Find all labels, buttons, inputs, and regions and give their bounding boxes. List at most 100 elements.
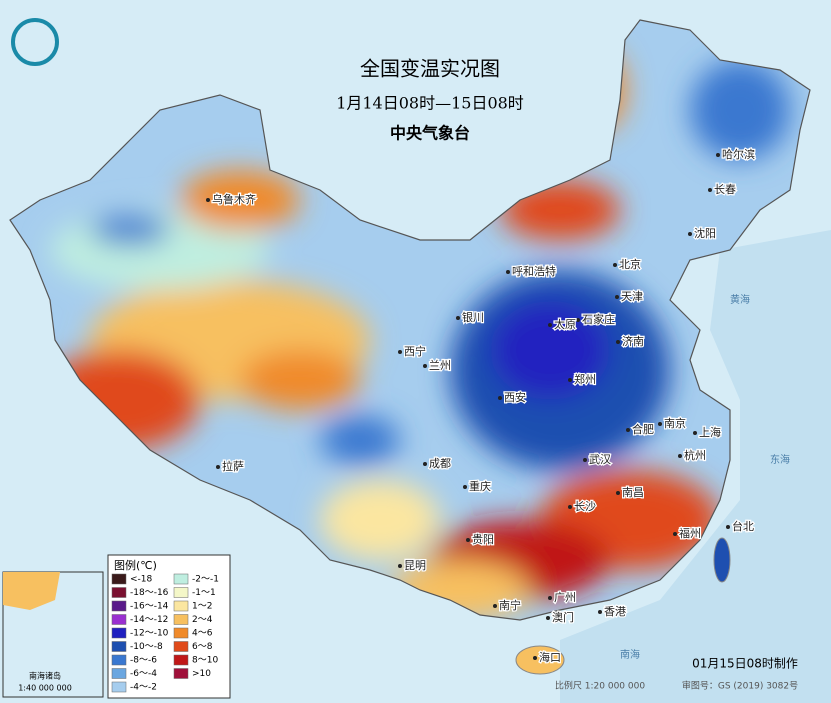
legend-swatch — [111, 641, 127, 652]
city-dot — [708, 188, 712, 192]
city-label: 济南 — [622, 334, 644, 348]
legend-label: -2～-1 — [192, 575, 219, 585]
city-label: 太原 — [554, 318, 576, 331]
inset-land — [3, 572, 60, 610]
city-dot — [693, 431, 697, 435]
city-dot — [466, 538, 470, 542]
city-label: 郑州 — [574, 372, 596, 386]
city-dot — [423, 462, 427, 466]
legend-swatch — [173, 627, 189, 639]
city-label: 台北 — [732, 519, 754, 533]
city-label: 银川 — [462, 310, 484, 324]
inset-scale: 1:40 000 000 — [18, 684, 72, 693]
city-label: 西安 — [504, 390, 526, 404]
legend-swatch — [111, 587, 127, 598]
legend-label: -8～-6 — [130, 656, 157, 666]
city-dot — [613, 263, 617, 267]
legend-swatch — [173, 614, 189, 625]
city-label: 长春 — [714, 183, 736, 196]
city-dot — [583, 458, 587, 462]
city-label: 南宁 — [499, 598, 521, 612]
city-dot — [548, 323, 552, 327]
taiwan — [713, 537, 731, 583]
city-dot — [616, 340, 620, 344]
legend-label: <-18 — [130, 575, 153, 585]
city-label: 乌鲁木齐 — [212, 192, 256, 206]
legend-swatch — [111, 627, 127, 639]
city-label: 兰州 — [429, 359, 451, 372]
made-time: 01月15日08时制作 — [692, 657, 798, 671]
legend-label: 2～4 — [192, 615, 213, 625]
city-label: 海口 — [539, 650, 561, 664]
city-dot — [678, 454, 682, 458]
city-label: 西宁 — [404, 344, 426, 358]
scale: 比例尺 1:20 000 000 — [555, 680, 645, 692]
legend-label: -12～-10 — [130, 629, 169, 639]
city-label: 昆明 — [404, 559, 426, 572]
city-dot — [615, 295, 619, 299]
legend-label: 4～6 — [192, 629, 213, 639]
hainan — [515, 645, 565, 675]
legend-label: >10 — [192, 669, 211, 679]
city-label: 拉萨 — [222, 459, 244, 473]
city-dot — [616, 491, 620, 495]
sea-label: 黄海 — [730, 293, 750, 306]
city-dot — [568, 505, 572, 509]
legend-swatch — [111, 573, 127, 585]
legend-swatch — [111, 681, 127, 693]
sea-label: 东海 — [770, 453, 790, 466]
city-dot — [398, 350, 402, 354]
city-dot — [493, 604, 497, 608]
inset-title: 南海诸岛 — [29, 671, 61, 681]
sea-label: 南海 — [620, 648, 640, 661]
legend-swatch — [173, 654, 189, 666]
legend-label: -1～1 — [192, 588, 216, 598]
legend-swatch — [111, 668, 127, 679]
city-label: 呼和浩特 — [512, 264, 556, 278]
city-label: 石家庄 — [582, 312, 615, 326]
city-dot — [546, 616, 550, 620]
legend-label: 8～10 — [192, 656, 218, 666]
legend-swatch — [173, 573, 189, 585]
city-label: 香港 — [604, 605, 626, 618]
city-label: 广州 — [554, 591, 576, 604]
border — [9, 19, 811, 621]
city-dot — [506, 270, 510, 274]
city-dot — [598, 610, 602, 614]
city-dot — [498, 396, 502, 400]
review-number: 审图号：GS (2019) 3082号 — [682, 680, 798, 692]
city-label: 重庆 — [469, 479, 491, 493]
city-dot — [658, 422, 662, 426]
city-dot — [626, 428, 630, 432]
city-label: 沈阳 — [694, 226, 716, 240]
city-label: 福州 — [679, 526, 701, 540]
title: 全国变温实况图 — [360, 57, 500, 81]
sea-shade — [560, 230, 831, 703]
city-dot — [423, 364, 427, 368]
city-label: 上海 — [699, 425, 721, 439]
logo — [11, 18, 59, 66]
city-dot — [216, 465, 220, 469]
city-dot — [206, 198, 210, 202]
city-dot — [463, 485, 467, 489]
city-label: 杭州 — [684, 448, 706, 462]
city-label: 长沙 — [574, 500, 596, 513]
legend-swatch — [173, 587, 189, 598]
legend-label: -6～-4 — [130, 669, 157, 679]
city-dot — [673, 532, 677, 536]
legend-swatch — [111, 600, 127, 612]
subtitle: 1月14日08时—15日08时 — [336, 94, 524, 113]
city-label: 成都 — [429, 457, 451, 470]
city-label: 武汉 — [589, 453, 611, 466]
city-label: 南昌 — [622, 486, 644, 499]
legend-label: 6～8 — [192, 642, 213, 652]
legend-label: -18～-16 — [130, 588, 169, 598]
legend-label: -16～-14 — [130, 602, 169, 612]
city-dot — [456, 316, 460, 320]
legend-swatch — [111, 654, 127, 666]
city-label: 澳门 — [552, 610, 574, 624]
legend-title: 图例(℃) — [114, 558, 157, 572]
city-label: 哈尔滨 — [722, 147, 755, 161]
city-dot — [688, 232, 692, 236]
